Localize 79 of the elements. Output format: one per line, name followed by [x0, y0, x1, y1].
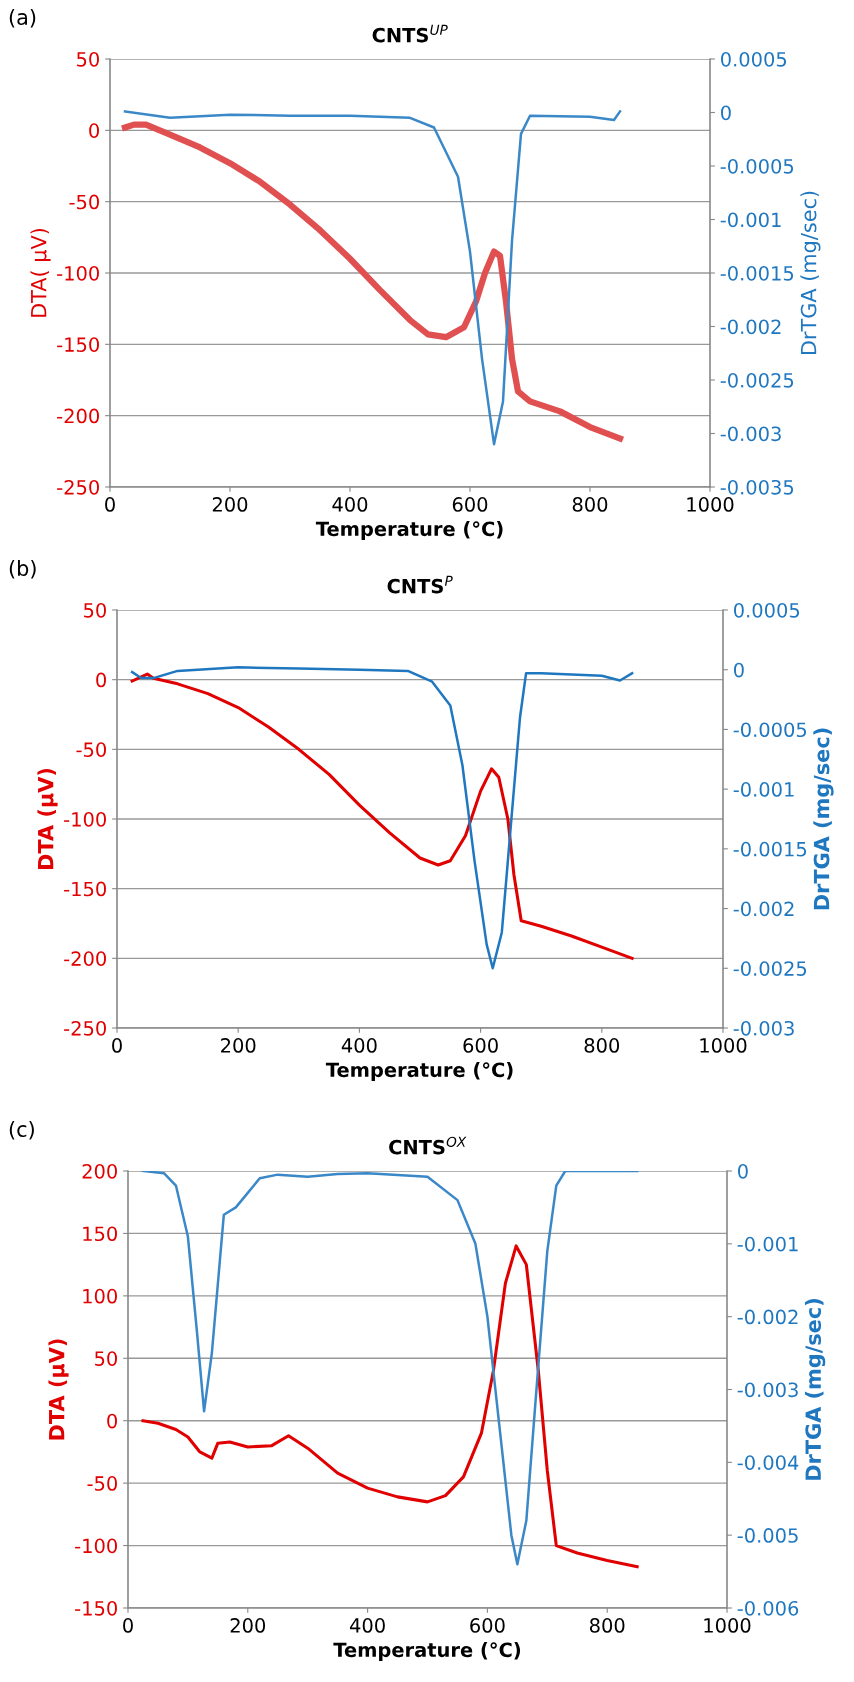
chart-title: CNTS$^{OX}$: [389, 1136, 467, 1155]
y2-tick-label: -0.0015: [733, 841, 807, 857]
x-tick-label: 800: [589, 1618, 625, 1633]
y-tick-label: 100: [83, 1288, 117, 1304]
y2-tick-label: -0.0035: [720, 479, 794, 495]
y-tick-label: -50: [69, 194, 99, 210]
x-axis-title: Temperature (°C): [315, 521, 503, 540]
x-tick-label: 800: [584, 1038, 620, 1053]
line-series: [141, 1171, 639, 1566]
x-tick-label: 400: [341, 1038, 377, 1053]
y-tick-label: 0: [107, 1413, 117, 1429]
chart-title: CNTS$^{UP}$: [372, 24, 448, 43]
y2-axis-title: DrTGA (mg/sec): [804, 1299, 826, 1480]
y2-tick-label: 0: [734, 662, 744, 678]
y-tick-label: -150: [64, 881, 106, 897]
y2-tick-label: -0.006: [737, 1600, 799, 1616]
x-tick-label: 600: [463, 1038, 498, 1053]
y2-tick-label: -0.003: [737, 1382, 798, 1398]
y2-tick-label: -0.0025: [720, 372, 794, 388]
y2-tick-label: -0.005: [737, 1528, 798, 1543]
y-axis-title: DTA( μV): [30, 228, 51, 317]
y2-tick-label: -0.0025: [733, 961, 807, 976]
y2-tick-label: -0.003: [720, 426, 781, 442]
y-tick-label: 50: [95, 1351, 117, 1366]
y-axis-title: DTA (μV): [37, 768, 58, 869]
y2-tick-label: -0.0005: [733, 722, 807, 738]
y2-tick-label: -0.004: [737, 1455, 799, 1470]
y2-tick-label: -0.002: [733, 901, 794, 917]
y2-tick-label: -0.001: [720, 212, 781, 228]
x-tick-label: 1000: [704, 1618, 751, 1633]
y-tick-label: -200: [57, 408, 99, 424]
x-tick-label: 1000: [700, 1038, 747, 1053]
line-series: [141, 1244, 639, 1569]
y-tick-label: 0: [96, 672, 106, 688]
x-tick-label: 200: [230, 1618, 266, 1633]
x-axis-title: Temperature (°C): [325, 1062, 513, 1081]
x-tick-label: 400: [349, 1618, 385, 1633]
y2-axis-title: DrTGA (mg/sec): [813, 728, 834, 910]
y2-tick-label: -0.0005: [720, 158, 794, 174]
y2-tick-label: 0: [721, 105, 731, 121]
y2-tick-label: 0.0005: [734, 602, 800, 618]
y-tick-label: -150: [57, 337, 99, 352]
y-tick-label: -100: [75, 1538, 117, 1554]
y-tick-label: -250: [57, 479, 99, 495]
x-tick-label: 200: [212, 497, 248, 512]
x-tick-label: 400: [332, 497, 368, 512]
y2-tick-label: -0.002: [737, 1309, 798, 1325]
x-axis-title: Temperature (°C): [333, 1642, 521, 1661]
text: (c): [9, 1120, 34, 1140]
y-tick-label: -50: [87, 1476, 117, 1491]
y2-tick-label: -0.0015: [720, 265, 794, 281]
text: (a): [9, 8, 36, 28]
y-tick-label: -150: [75, 1600, 117, 1616]
y-tick-label: 0: [89, 123, 99, 138]
y2-tick-label: -0.001: [733, 782, 794, 797]
y-tick-label: 50: [77, 51, 99, 67]
x-tick-label: 800: [572, 497, 608, 512]
x-tick-label: 600: [452, 497, 488, 512]
y2-tick-label: -0.003: [733, 1020, 794, 1036]
y-tick-label: -50: [76, 742, 106, 757]
y2-tick-label: -0.002: [720, 319, 781, 335]
y-tick-label: -100: [57, 265, 99, 281]
y-tick-label: -200: [64, 951, 106, 966]
x-tick-label: 600: [470, 1618, 505, 1633]
text: (b): [9, 559, 36, 579]
y-tick-label: 50: [84, 602, 106, 618]
x-tick-label: 200: [221, 1038, 256, 1053]
chart-title: CNTS$^{P}$: [387, 575, 453, 594]
y-tick-label: -100: [64, 811, 106, 827]
y2-axis-title: DrTGA (mg/sec): [800, 191, 821, 355]
y2-tick-label: -0.001: [737, 1236, 798, 1252]
y-axis-title: DTA (μV): [48, 1339, 69, 1440]
y2-tick-label: 0.0005: [721, 51, 787, 67]
y-tick-label: 200: [82, 1163, 117, 1179]
x-tick-label: 1000: [687, 497, 734, 512]
y2-tick-label: 0: [738, 1163, 748, 1179]
y-tick-label: 150: [83, 1226, 117, 1242]
y-tick-label: -250: [64, 1020, 106, 1036]
x-tick-label: 0: [123, 1618, 133, 1633]
